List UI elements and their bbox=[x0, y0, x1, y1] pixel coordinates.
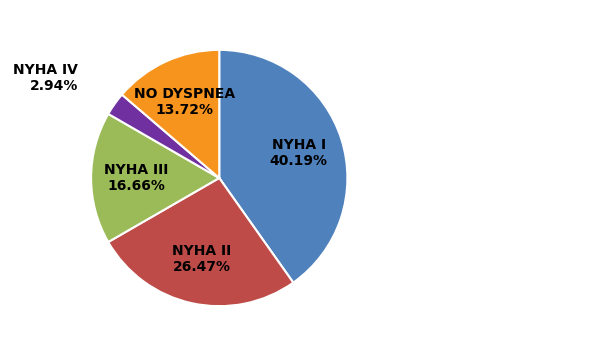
Wedge shape bbox=[219, 50, 347, 283]
Wedge shape bbox=[122, 50, 219, 178]
Wedge shape bbox=[108, 95, 219, 178]
Text: NYHA II
26.47%: NYHA II 26.47% bbox=[172, 244, 231, 274]
Wedge shape bbox=[91, 114, 219, 242]
Text: NO DYSPNEA
13.72%: NO DYSPNEA 13.72% bbox=[134, 87, 235, 117]
Text: NYHA I
40.19%: NYHA I 40.19% bbox=[270, 138, 328, 168]
Wedge shape bbox=[108, 178, 294, 306]
Text: NYHA III
16.66%: NYHA III 16.66% bbox=[104, 163, 168, 193]
Text: NYHA IV
2.94%: NYHA IV 2.94% bbox=[13, 63, 78, 93]
